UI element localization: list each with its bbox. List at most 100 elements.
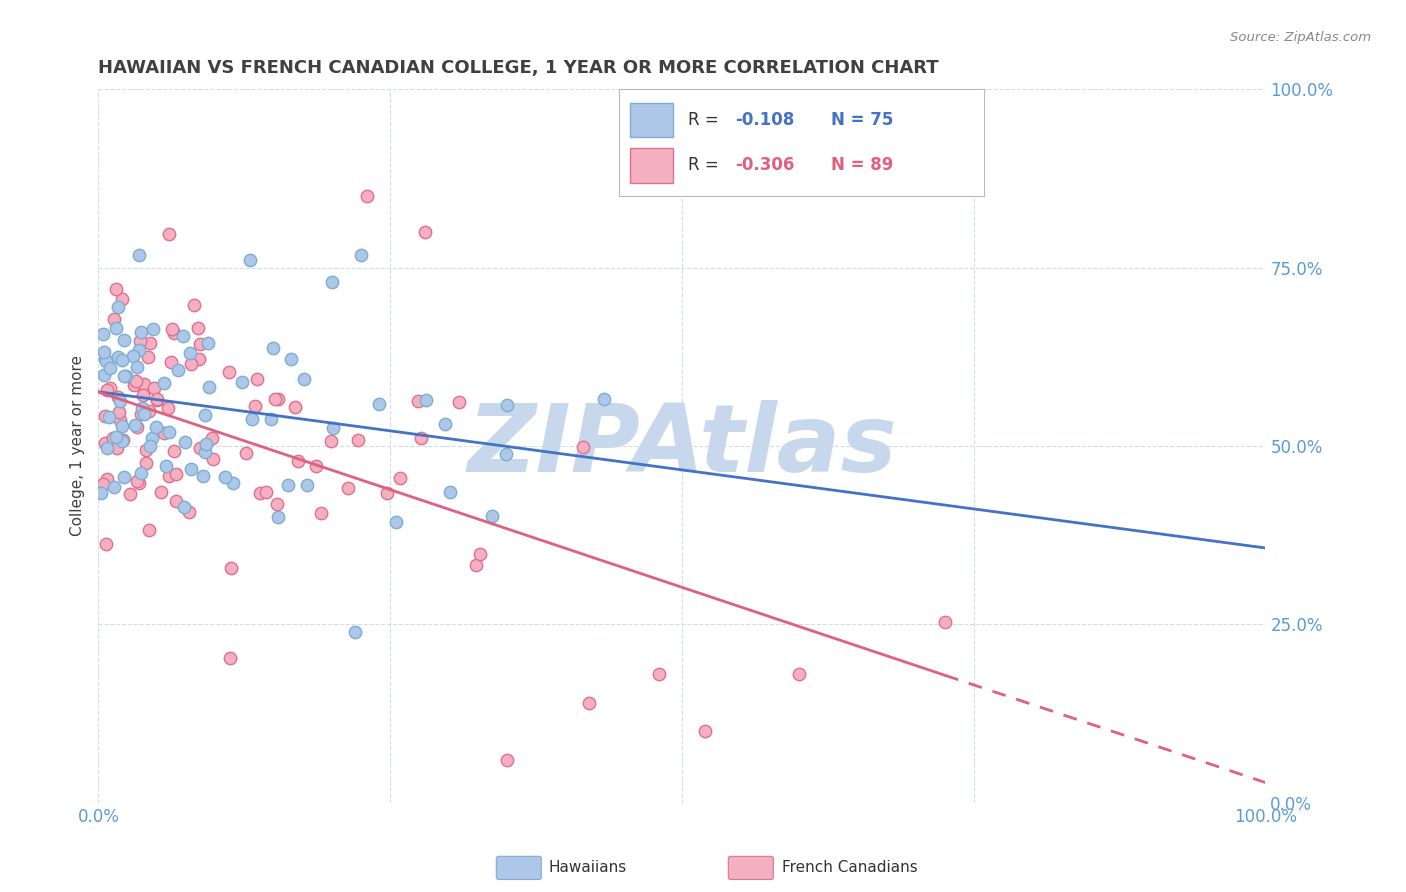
Point — [321, 275, 343, 289]
Y-axis label: College, 1 year or more: College, 1 year or more — [70, 356, 86, 536]
Text: N = 75: N = 75 — [831, 111, 893, 129]
Point — [187, 352, 209, 367]
Point — [120, 486, 142, 500]
Text: -0.306: -0.306 — [735, 156, 794, 175]
Point — [112, 333, 135, 347]
Point — [388, 470, 411, 484]
Point — [107, 300, 129, 314]
Point — [107, 350, 129, 364]
Point — [149, 485, 172, 500]
Text: N = 89: N = 89 — [831, 156, 893, 175]
Point — [191, 469, 214, 483]
Point — [105, 430, 128, 444]
Point — [96, 383, 118, 397]
Point — [415, 392, 437, 407]
Point — [139, 336, 162, 351]
Point — [309, 506, 332, 520]
Point — [125, 374, 148, 388]
Point — [434, 417, 457, 431]
Point — [155, 459, 177, 474]
Point — [122, 378, 145, 392]
Point — [141, 431, 163, 445]
Point — [356, 189, 378, 203]
Point — [94, 351, 117, 366]
Point — [98, 381, 121, 395]
Point — [157, 468, 180, 483]
Point — [188, 441, 211, 455]
Point — [143, 381, 166, 395]
Point — [284, 400, 307, 414]
Point — [201, 431, 224, 445]
Point — [94, 435, 117, 450]
Text: French Canadians: French Canadians — [782, 861, 918, 875]
Point — [101, 431, 124, 445]
Point — [350, 248, 373, 262]
Point — [481, 508, 503, 523]
Point — [112, 433, 135, 447]
Point — [103, 312, 125, 326]
Point — [322, 421, 344, 435]
Point — [104, 321, 127, 335]
Point — [129, 334, 152, 348]
Point — [129, 326, 152, 340]
Point — [153, 376, 176, 390]
Point — [267, 392, 290, 407]
Text: R =: R = — [688, 111, 718, 129]
Point — [167, 363, 190, 377]
Point — [128, 476, 150, 491]
Point — [695, 724, 717, 739]
Point — [319, 434, 342, 448]
Point — [107, 405, 129, 419]
Point — [188, 337, 211, 351]
Point — [160, 322, 183, 336]
Point — [136, 350, 159, 364]
Point — [163, 444, 186, 458]
Point — [138, 403, 160, 417]
Point — [197, 336, 219, 351]
Point — [235, 445, 257, 459]
Point — [128, 343, 150, 358]
Point — [295, 478, 318, 492]
Point — [267, 510, 290, 524]
Point — [413, 225, 436, 239]
Point — [125, 475, 148, 489]
Point — [347, 433, 370, 447]
Point — [111, 293, 134, 307]
Point — [277, 478, 299, 492]
Point — [180, 357, 202, 371]
Point — [219, 650, 242, 665]
Point — [449, 395, 471, 409]
Point — [135, 443, 157, 458]
Point — [245, 399, 267, 413]
Point — [578, 696, 600, 710]
Point — [406, 394, 429, 409]
Point — [385, 515, 408, 529]
Point — [214, 470, 236, 484]
Point — [93, 345, 115, 359]
Point — [132, 376, 155, 391]
Point — [187, 321, 209, 335]
Point — [239, 253, 262, 268]
Point — [111, 434, 134, 448]
Point — [218, 365, 240, 379]
Point — [145, 393, 167, 408]
Point — [337, 482, 360, 496]
Point — [934, 615, 956, 630]
Point — [159, 425, 181, 439]
Point — [100, 361, 122, 376]
Point — [177, 505, 200, 519]
Point — [111, 419, 134, 434]
Point — [111, 352, 134, 367]
Point — [127, 420, 149, 434]
Point — [139, 439, 162, 453]
Point — [231, 375, 253, 389]
Point — [198, 380, 221, 394]
Point — [194, 437, 217, 451]
Point — [377, 486, 399, 500]
Point — [496, 753, 519, 767]
Bar — [630, 148, 673, 183]
Point — [219, 560, 242, 574]
Text: Source: ZipAtlas.com: Source: ZipAtlas.com — [1230, 31, 1371, 45]
Point — [162, 326, 184, 340]
Point — [160, 355, 183, 369]
